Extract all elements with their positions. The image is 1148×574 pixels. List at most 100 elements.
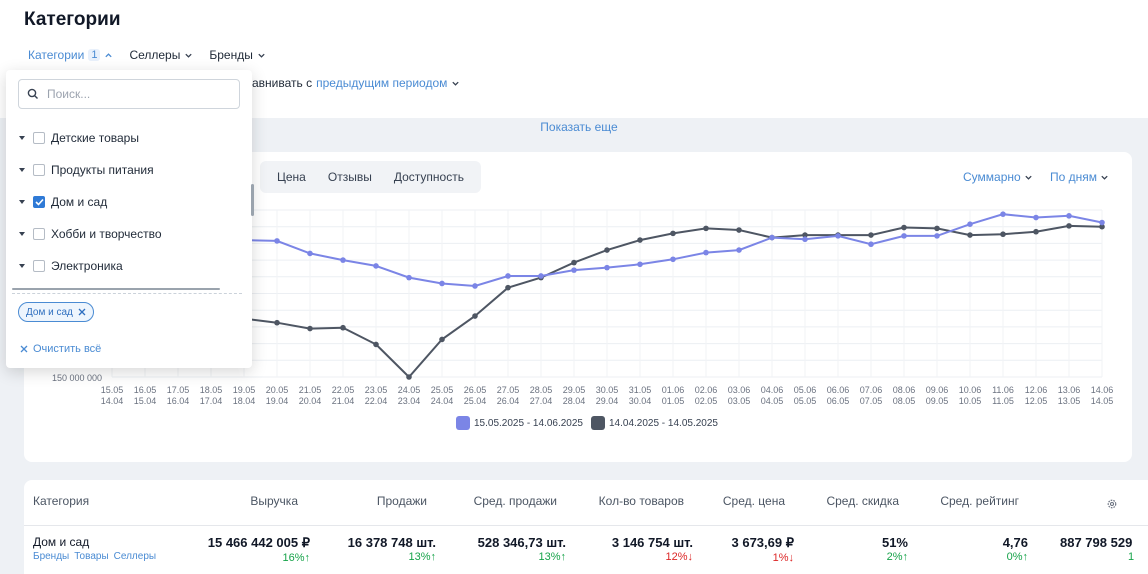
header-category[interactable]: Категория	[33, 494, 90, 508]
table-header-divider	[24, 525, 1148, 526]
checkbox[interactable]	[33, 260, 45, 272]
header-sales[interactable]: Продажи	[376, 494, 427, 508]
checkbox-checked[interactable]	[33, 196, 45, 208]
legend-item-current[interactable]: 15.05.2025 - 14.06.2025	[456, 416, 583, 430]
x-tick-label: 14.06	[1091, 385, 1114, 395]
x-tick-label-previous: 21.04	[332, 396, 355, 406]
header-avg-price[interactable]: Сред. цена	[722, 494, 785, 508]
checkbox[interactable]	[33, 132, 45, 144]
x-tick-label-previous: 22.04	[365, 396, 388, 406]
category-item[interactable]: Хобби и творчество	[6, 218, 252, 250]
x-tick-label-previous: 05.05	[794, 396, 817, 406]
category-name[interactable]: Дом и сад	[33, 535, 90, 549]
tab-availability[interactable]: Доступность	[393, 170, 464, 184]
vertical-scrollbar[interactable]	[251, 184, 254, 216]
x-tick-label: 20.05	[266, 385, 289, 395]
header-avg-sales[interactable]: Сред. продажи	[473, 494, 557, 508]
avg-price-value: 3 673,69 ₽	[731, 535, 795, 550]
checkmark-icon	[34, 198, 44, 206]
category-item[interactable]: Электроника	[6, 250, 252, 282]
brands-link[interactable]: Бренды	[33, 551, 70, 562]
x-tick-label-previous: 10.05	[959, 396, 982, 406]
metric-tabs: Цена Отзывы Доступность	[260, 161, 481, 193]
caret-down-icon[interactable]	[17, 264, 27, 268]
x-tick-label-previous: 02.05	[695, 396, 718, 406]
cell-avg-discount: 51% 2%↑	[882, 535, 908, 563]
avg-price-delta: 1%↓	[772, 552, 795, 564]
x-tick-label: 29.05	[563, 385, 586, 395]
sellers-link[interactable]: Селлеры	[113, 551, 157, 562]
brands-filter[interactable]: Бренды	[209, 48, 265, 62]
data-point-previous	[1033, 228, 1039, 235]
category-list: Детские товары Продукты питания Дом и са…	[6, 122, 252, 282]
data-point-previous	[307, 325, 313, 332]
tab-reviews[interactable]: Отзывы	[327, 170, 372, 184]
x-tick-label-previous: 23.04	[398, 396, 421, 406]
y-tick-label: 150 000 000	[52, 373, 102, 383]
search-input[interactable]	[47, 87, 217, 101]
arrow-up-icon: ↑	[430, 551, 437, 563]
caret-down-icon[interactable]	[17, 232, 27, 236]
aggregation-select[interactable]: Суммарно	[963, 170, 1033, 184]
chevron-down-icon[interactable]	[451, 79, 460, 88]
x-tick-label-previous: 14.04	[101, 396, 124, 406]
caret-down-icon[interactable]	[17, 200, 27, 204]
legend-item-previous[interactable]: 14.04.2025 - 14.05.2025	[590, 416, 718, 430]
close-icon[interactable]	[78, 308, 86, 316]
show-more-link[interactable]: Показать еще	[540, 120, 618, 134]
x-tick-label-previous: 07.05	[860, 396, 883, 406]
clear-all-button[interactable]: Очистить всё	[20, 343, 101, 355]
x-tick-label: 31.05	[629, 385, 652, 395]
category-item[interactable]: Продукты питания	[6, 154, 252, 186]
x-tick-label: 23.05	[365, 385, 388, 395]
categories-filter[interactable]: Категории 1	[28, 48, 113, 62]
data-point-previous	[967, 232, 973, 238]
cell-avg-sales: 528 346,73 шт. 13%↑	[478, 535, 566, 563]
category-item-label: Дом и сад	[51, 195, 108, 209]
header-avg-discount[interactable]: Сред. скидка	[826, 494, 899, 508]
category-item[interactable]: Детские товары	[6, 122, 252, 154]
gear-icon[interactable]	[1106, 498, 1118, 510]
data-point-current	[505, 273, 511, 279]
tab-price[interactable]: Цена	[277, 170, 306, 184]
header-products[interactable]: Кол-во товаров	[598, 494, 684, 508]
x-tick-label: 02.06	[695, 385, 718, 395]
granularity-select[interactable]: По дням	[1050, 170, 1109, 184]
checkbox[interactable]	[33, 164, 45, 176]
x-tick-label-previous: 20.04	[299, 396, 322, 406]
x-tick-label: 04.06	[761, 385, 784, 395]
category-item[interactable]: Дом и сад	[6, 186, 252, 218]
sales-value: 16 378 748 шт.	[347, 535, 436, 550]
arrow-down-icon: ↓	[687, 551, 694, 563]
x-tick-label-previous: 30.04	[629, 396, 652, 406]
data-point-current	[406, 274, 412, 281]
data-point-previous	[802, 232, 808, 238]
data-point-previous	[736, 227, 742, 233]
caret-down-icon[interactable]	[17, 168, 27, 172]
x-tick-label: 07.06	[860, 385, 883, 395]
header-revenue[interactable]: Выручка	[250, 494, 298, 508]
checkbox[interactable]	[33, 228, 45, 240]
x-tick-label-previous: 06.05	[827, 396, 850, 406]
products-link[interactable]: Товары	[74, 551, 109, 562]
products-value: 3 146 754 шт.	[611, 535, 693, 550]
arrow-up-icon: ↑	[560, 551, 567, 563]
category-item-label: Электроника	[51, 259, 123, 273]
compare-period-link[interactable]: предыдущим периодом	[316, 76, 448, 90]
data-point-previous	[637, 237, 643, 243]
arrow-up-icon: ↑	[1022, 551, 1029, 563]
caret-down-icon[interactable]	[17, 136, 27, 140]
sellers-filter[interactable]: Селлеры	[129, 48, 193, 62]
category-item-label: Хобби и творчество	[51, 227, 162, 241]
legend-label-current: 15.05.2025 - 14.06.2025	[474, 417, 583, 429]
brands-filter-label: Бренды	[209, 48, 253, 62]
x-tick-label-previous: 26.04	[497, 396, 520, 406]
horizontal-scrollbar[interactable]	[12, 288, 220, 290]
data-point-current	[769, 234, 775, 241]
x-tick-label-previous: 28.04	[563, 396, 586, 406]
header-avg-rating[interactable]: Сред. рейтинг	[940, 494, 1019, 508]
x-tick-label-previous: 13.05	[1058, 396, 1081, 406]
data-point-current	[736, 247, 742, 253]
cell-products: 3 146 754 шт. 12%↓	[612, 535, 693, 563]
arrow-down-icon: ↓	[788, 552, 795, 564]
